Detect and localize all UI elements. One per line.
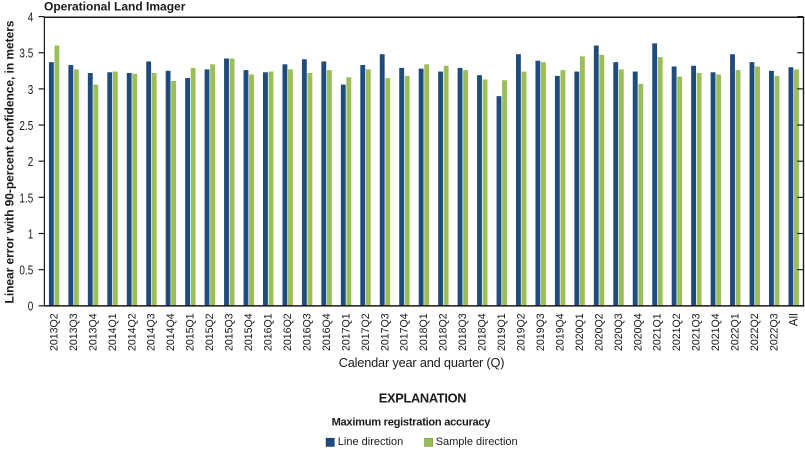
- svg-text:2021Q3: 2021Q3: [691, 313, 703, 351]
- svg-text:3.5: 3.5: [19, 48, 33, 61]
- svg-text:2021Q4: 2021Q4: [710, 313, 722, 351]
- svg-text:Operational Land Imager: Operational Land Imager: [44, 0, 186, 14]
- svg-text:2014Q2: 2014Q2: [126, 313, 138, 351]
- svg-text:2017Q2: 2017Q2: [360, 313, 372, 351]
- svg-text:2021Q2: 2021Q2: [671, 313, 683, 351]
- svg-text:2018Q2: 2018Q2: [438, 313, 450, 351]
- svg-text:2020Q4: 2020Q4: [632, 313, 644, 351]
- svg-text:2019Q1: 2019Q1: [496, 313, 508, 351]
- svg-text:2022Q3: 2022Q3: [769, 313, 781, 351]
- svg-text:2021Q1: 2021Q1: [652, 313, 664, 351]
- svg-text:2022Q1: 2022Q1: [730, 313, 742, 351]
- svg-text:2016Q1: 2016Q1: [263, 313, 275, 351]
- svg-text:2013Q4: 2013Q4: [87, 313, 99, 351]
- svg-text:2020Q1: 2020Q1: [574, 313, 586, 351]
- svg-text:Calendar year and quarter (Q): Calendar year and quarter (Q): [339, 355, 505, 370]
- svg-text:2018Q1: 2018Q1: [418, 313, 430, 351]
- svg-text:2013Q3: 2013Q3: [68, 313, 80, 351]
- svg-text:2014Q1: 2014Q1: [107, 313, 119, 351]
- svg-text:2017Q4: 2017Q4: [399, 313, 411, 351]
- svg-text:2018Q3: 2018Q3: [457, 313, 469, 351]
- svg-text:0: 0: [28, 301, 34, 314]
- svg-text:2017Q1: 2017Q1: [340, 313, 352, 351]
- svg-text:2013Q2: 2013Q2: [48, 313, 60, 351]
- svg-text:2: 2: [28, 156, 34, 169]
- svg-text:2017Q3: 2017Q3: [379, 313, 391, 351]
- svg-text:2.5: 2.5: [19, 120, 33, 133]
- svg-text:2020Q3: 2020Q3: [613, 313, 625, 351]
- svg-text:2015Q4: 2015Q4: [243, 313, 255, 351]
- svg-text:2014Q4: 2014Q4: [165, 313, 177, 351]
- svg-text:2016Q3: 2016Q3: [301, 313, 313, 351]
- svg-text:2019Q3: 2019Q3: [535, 313, 547, 351]
- svg-text:2018Q4: 2018Q4: [477, 313, 489, 351]
- svg-text:2019Q2: 2019Q2: [516, 313, 528, 351]
- svg-text:3: 3: [28, 84, 34, 97]
- svg-text:2014Q3: 2014Q3: [146, 313, 158, 351]
- svg-text:EXPLANATION: EXPLANATION: [379, 390, 467, 405]
- svg-text:2015Q3: 2015Q3: [224, 313, 236, 351]
- svg-text:2020Q2: 2020Q2: [593, 313, 605, 351]
- svg-text:2019Q4: 2019Q4: [554, 313, 566, 351]
- svg-text:Maximum registration accuracy: Maximum registration accuracy: [332, 416, 492, 428]
- svg-text:2016Q2: 2016Q2: [282, 313, 294, 351]
- svg-text:0.5: 0.5: [19, 265, 33, 278]
- svg-text:2015Q1: 2015Q1: [185, 313, 197, 351]
- svg-text:1.5: 1.5: [19, 192, 33, 205]
- svg-text:Sample direction: Sample direction: [436, 436, 518, 448]
- svg-text:Linear error with 90-percent c: Linear error with 90-percent confidence,…: [3, 20, 17, 303]
- svg-text:2015Q2: 2015Q2: [204, 313, 216, 351]
- svg-text:2016Q4: 2016Q4: [321, 313, 333, 351]
- svg-text:All: All: [787, 313, 800, 326]
- svg-text:1: 1: [28, 228, 34, 241]
- svg-text:Line direction: Line direction: [338, 436, 403, 448]
- svg-text:2022Q2: 2022Q2: [749, 313, 761, 351]
- svg-text:4: 4: [28, 11, 34, 24]
